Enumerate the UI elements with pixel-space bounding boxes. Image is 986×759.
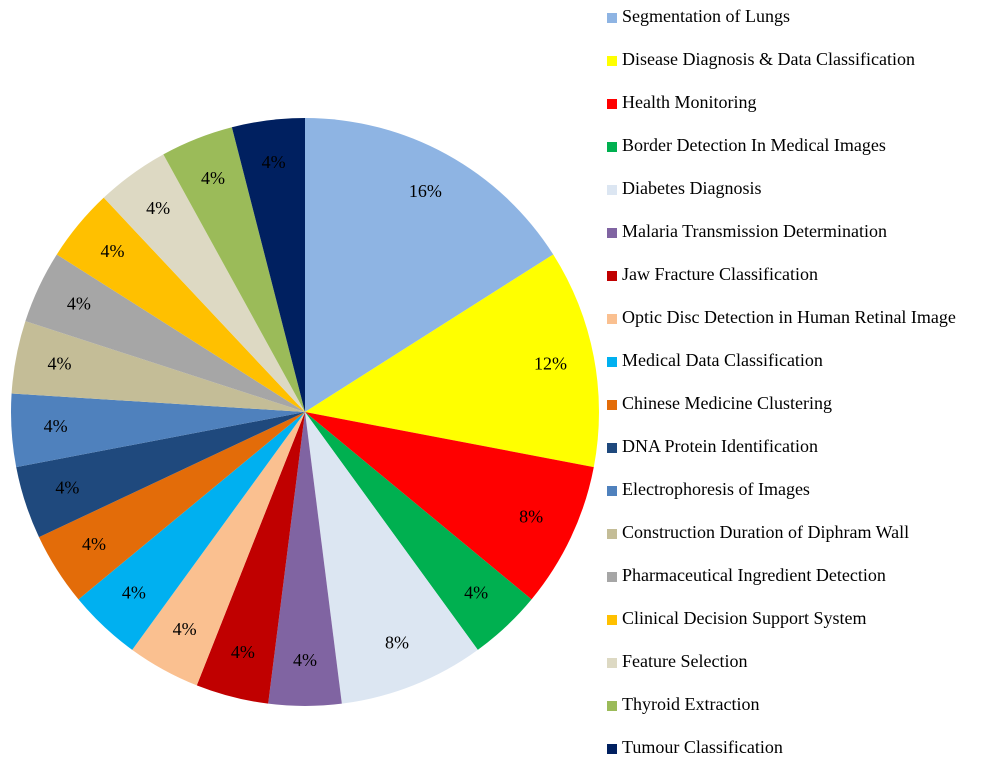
data-label: 4% [67,294,91,314]
legend-swatch [607,271,617,281]
legend-swatch [607,658,617,668]
data-label: 4% [55,477,79,497]
data-label: 8% [519,507,543,527]
pie-slice [163,127,305,413]
legend-swatch [607,56,617,66]
legend-swatch [607,615,617,625]
pie-slice [56,197,305,412]
pie-slice [78,412,305,650]
data-label: 4% [44,416,68,436]
data-label: 4% [231,642,255,662]
legend-swatch [607,314,617,324]
legend-label: DNA Protein Identification [622,436,818,456]
pie-slice [196,412,305,704]
data-label: 16% [409,181,442,201]
pie-slice [25,254,306,412]
data-label: 4% [293,650,317,670]
data-label: 12% [534,353,567,373]
data-label: 4% [464,582,488,602]
legend-label: Diabetes Diagnosis [622,178,762,198]
legend-label: Electrophoresis of Images [622,479,810,499]
data-label: 8% [385,632,409,652]
pie-slice [231,118,305,412]
legend-label: Feature Selection [622,651,748,671]
data-label: 4% [48,353,72,373]
data-label: 4% [262,152,286,172]
data-label: 4% [173,619,197,639]
legend-label: Disease Diagnosis & Data Classification [622,49,915,69]
pie-slice [305,412,532,650]
pie-slice [38,412,306,600]
legend-label: Jaw Fracture Classification [622,264,818,284]
pie-slice [268,412,342,706]
legend-label: Thyroid Extraction [622,694,760,714]
legend-swatch [607,13,617,23]
chart: 16% 12% 8% 4% 8% 4% 4% 4% 4% 4% 4% 4% 4% 4% 4% 4% 4% 4% [11,118,599,706]
legend-swatch [607,142,617,152]
legend-label: Clinical Decision Support System [622,608,867,628]
legend-swatch [607,228,617,238]
data-label: 4% [201,168,225,188]
legend-label: Optic Disc Detection in Human Retinal Im… [622,307,956,327]
legend-label: Medical Data Classification [622,350,823,370]
legend-swatch [607,357,617,367]
pie-slice [305,118,554,412]
pie-slice [305,254,599,468]
legend-label: Construction Duration of Diphram Wall [622,522,910,542]
pie-slice [103,154,305,412]
legend-label: Tumour Classification [622,737,783,757]
legend-label: Border Detection In Medical Images [622,135,886,155]
legend-swatch [607,701,617,711]
legend-swatch [607,185,617,195]
data-label: 4% [100,241,124,261]
legend-swatch [607,443,617,453]
legend-swatch [607,744,617,754]
legend-swatch [607,99,617,109]
legend-swatch [607,572,617,582]
pie-slice [11,393,306,468]
legend-swatch [607,529,617,539]
legend-swatch [607,486,617,496]
pie-slice [132,412,305,686]
legend-label: Pharmaceutical Ingredient Detection [622,565,886,585]
legend-swatch [607,400,617,410]
data-label: 4% [146,198,170,218]
pie-slice [11,321,306,412]
legend-label: Segmentation of Lungs [622,6,790,26]
pie-slice [305,412,478,704]
data-label: 4% [122,582,146,602]
legend-label: Chinese Medicine Clustering [622,393,832,413]
data-label: 4% [82,534,106,554]
legend-label: Malaria Transmission Determination [622,221,887,241]
pie-slice [305,412,594,600]
legend-label: Health Monitoring [622,92,757,112]
pie-slice [16,412,305,538]
